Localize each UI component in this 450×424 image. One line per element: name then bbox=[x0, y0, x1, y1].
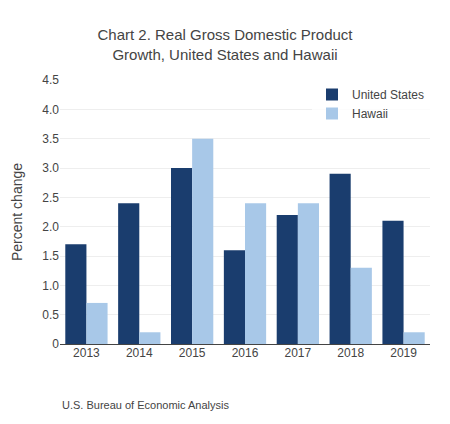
svg-text:2.0: 2.0 bbox=[42, 220, 59, 234]
svg-text:1.0: 1.0 bbox=[42, 279, 59, 293]
svg-text:2014: 2014 bbox=[126, 346, 153, 360]
svg-text:0: 0 bbox=[52, 337, 59, 351]
svg-text:2016: 2016 bbox=[232, 346, 259, 360]
svg-text:3.5: 3.5 bbox=[42, 132, 59, 146]
svg-text:4.0: 4.0 bbox=[42, 103, 59, 117]
svg-text:1.5: 1.5 bbox=[42, 249, 59, 263]
svg-text:United States: United States bbox=[352, 88, 424, 102]
svg-text:2015: 2015 bbox=[179, 346, 206, 360]
svg-text:2013: 2013 bbox=[73, 346, 100, 360]
svg-text:4.5: 4.5 bbox=[42, 73, 59, 87]
svg-text:U.S. Bureau of Economic Analys: U.S. Bureau of Economic Analysis bbox=[62, 399, 229, 411]
svg-text:Chart 2. Real Gross Domestic P: Chart 2. Real Gross Domestic ProductGrow… bbox=[97, 26, 353, 63]
svg-text:2017: 2017 bbox=[285, 346, 312, 360]
svg-text:2019: 2019 bbox=[390, 346, 417, 360]
svg-text:3.0: 3.0 bbox=[42, 161, 59, 175]
svg-text:0.5: 0.5 bbox=[42, 308, 59, 322]
svg-text:Percent change: Percent change bbox=[9, 163, 25, 261]
svg-text:Hawaii: Hawaii bbox=[352, 107, 388, 121]
svg-text:2.5: 2.5 bbox=[42, 191, 59, 205]
svg-text:2018: 2018 bbox=[337, 346, 364, 360]
